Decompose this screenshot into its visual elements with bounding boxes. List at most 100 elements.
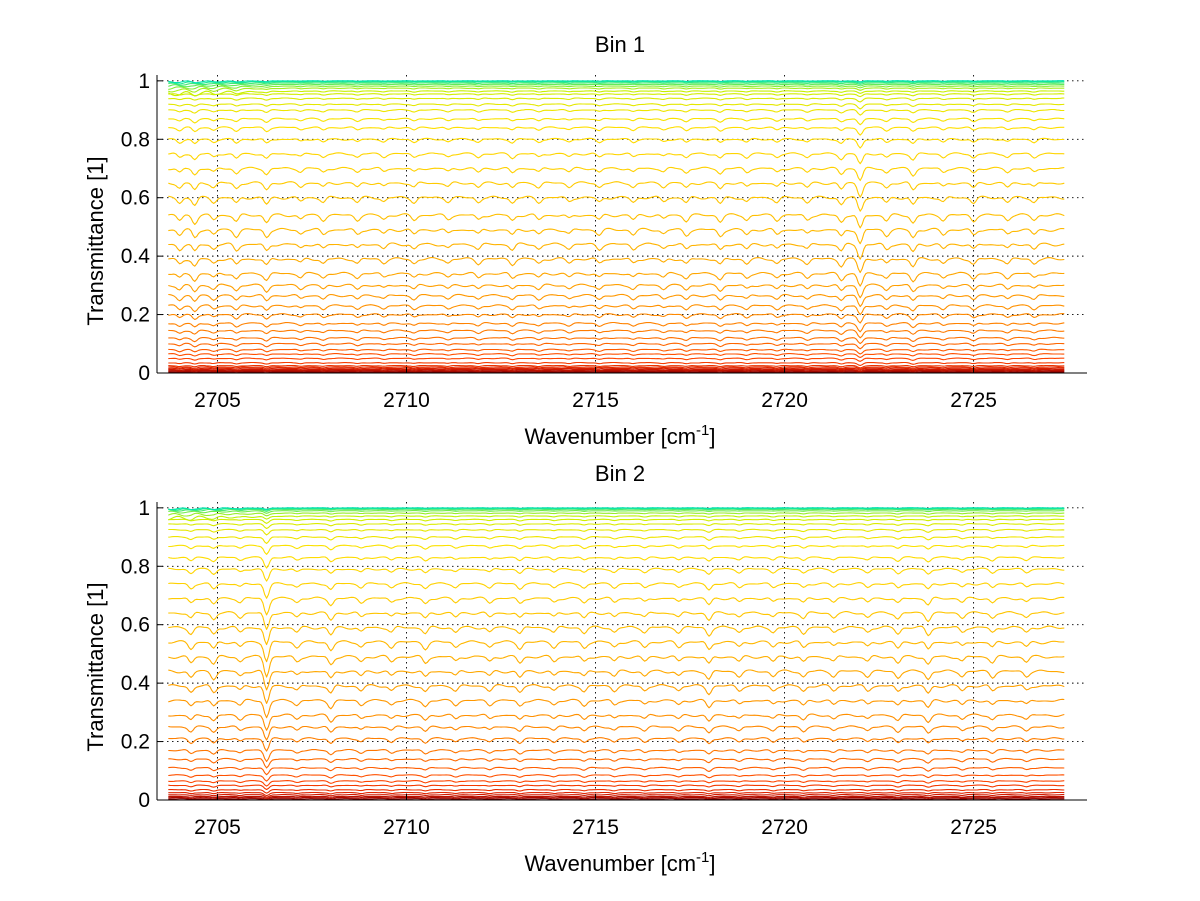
plot-area: 2705 2710 2715 2720 2725 0 0.2 0.4 0.6 0.8 1	[121, 70, 1087, 412]
series-line	[168, 361, 1065, 367]
series-line	[168, 535, 1065, 545]
series-line	[168, 357, 1065, 362]
series-line	[168, 342, 1065, 350]
series-line	[168, 567, 1065, 582]
series-line	[168, 544, 1065, 555]
series-line	[168, 181, 1065, 198]
x-tick-label: 2720	[761, 816, 808, 839]
plot-area: 2705 2710 2715 2720 2725 0 0.2 0.4 0.6 0.8 1	[121, 497, 1087, 839]
series-line	[168, 364, 1065, 369]
series-line	[168, 507, 1065, 511]
y-axis-label: Transmittance [1]	[83, 156, 108, 325]
y-tick-label: 0.6	[121, 614, 150, 637]
series-line	[168, 271, 1065, 287]
series-line	[168, 82, 1065, 86]
series-line	[168, 748, 1065, 763]
series-line	[168, 83, 1065, 88]
series-line	[168, 518, 1065, 524]
series-line	[168, 166, 1065, 182]
series-line	[168, 85, 1065, 90]
series-line	[168, 508, 1065, 512]
series-line	[168, 195, 1065, 212]
series-line	[168, 766, 1065, 776]
series-line	[168, 793, 1065, 798]
chart-title: Bin 1	[595, 32, 645, 57]
x-tick-label: 2715	[572, 816, 619, 839]
x-axis-label-exponent: -1	[696, 422, 709, 439]
x-tick-label: 2710	[383, 816, 430, 839]
series-line	[168, 369, 1065, 373]
series-line	[168, 213, 1065, 229]
y-tick-label: 0.8	[121, 128, 150, 151]
series-line	[168, 625, 1065, 646]
y-tick-label: 1	[138, 497, 150, 520]
y-tick-label: 0.2	[121, 304, 150, 327]
series-line	[168, 582, 1065, 599]
series-line	[168, 713, 1065, 731]
series-line	[168, 788, 1065, 794]
series-line	[168, 784, 1065, 791]
series-line	[168, 80, 1065, 84]
x-tick-label: 2705	[194, 389, 241, 412]
series-line	[168, 103, 1065, 110]
series-line	[168, 90, 1065, 97]
series-line	[168, 227, 1065, 245]
series-line	[168, 669, 1065, 691]
series-line	[168, 97, 1065, 103]
y-tick-label: 0.2	[121, 731, 150, 754]
subplot-bin-2: Bin 2 2705 2710 2715 2720 2725 0 0.2 0.4 0.6 0.8 1…	[83, 461, 1087, 876]
series-line	[168, 126, 1065, 136]
series-line	[168, 242, 1065, 260]
y-tick-label: 0	[138, 362, 150, 385]
series-line	[168, 798, 1065, 801]
x-tick-label: 2715	[572, 389, 619, 412]
series-line	[168, 108, 1065, 116]
chart-title: Bin 2	[595, 461, 645, 486]
series-line	[168, 795, 1065, 799]
series-line	[168, 796, 1065, 800]
series-line	[168, 329, 1065, 339]
series-line	[168, 336, 1065, 345]
y-tick-label: 0.4	[121, 245, 151, 268]
series-line	[168, 321, 1065, 333]
series-line	[168, 348, 1065, 355]
series-line	[168, 556, 1065, 569]
series-line	[168, 640, 1065, 663]
x-axis-label-exponent: -1	[696, 849, 709, 866]
x-axis-label: Wavenumber [cm-1]	[524, 849, 715, 876]
x-tick-label: 2710	[383, 389, 430, 412]
series-line	[168, 512, 1065, 517]
y-tick-label: 0.8	[121, 555, 150, 578]
series-line	[168, 774, 1065, 782]
series-line	[168, 654, 1065, 678]
y-tick-label: 0.6	[121, 187, 150, 210]
y-tick-label: 0.4	[121, 672, 151, 695]
x-axis-label-text: Wavenumber [cm	[524, 851, 696, 876]
series-line	[168, 87, 1065, 93]
series-line	[168, 791, 1065, 797]
x-tick-label: 2720	[761, 389, 808, 412]
series-line	[168, 596, 1065, 616]
x-axis-label-close: ]	[709, 851, 715, 876]
series-line	[168, 515, 1065, 521]
series-line	[168, 367, 1065, 371]
series-line	[168, 293, 1065, 308]
series-line	[168, 366, 1065, 370]
series-line	[168, 725, 1065, 741]
series-line	[168, 684, 1065, 704]
series-line	[168, 510, 1065, 514]
series-line	[168, 528, 1065, 536]
series-line	[168, 611, 1065, 630]
series-line	[168, 313, 1065, 324]
series-line	[168, 370, 1065, 374]
x-axis-label-close: ]	[709, 424, 715, 449]
x-axis-label: Wavenumber [cm-1]	[524, 422, 715, 449]
series-line	[168, 698, 1065, 719]
subplot-bin-1: Bin 1 2705 2710 2715 2720 2725 0 0.2 0.4 0.6 0.8 1…	[83, 32, 1087, 449]
ticks: 2705 2710 2715 2720 2725 0 0.2 0.4 0.6 0.8 1	[121, 497, 997, 839]
series-line	[168, 780, 1065, 787]
x-tick-label: 2725	[950, 816, 997, 839]
series-line	[168, 757, 1065, 769]
x-tick-label: 2725	[950, 389, 997, 412]
